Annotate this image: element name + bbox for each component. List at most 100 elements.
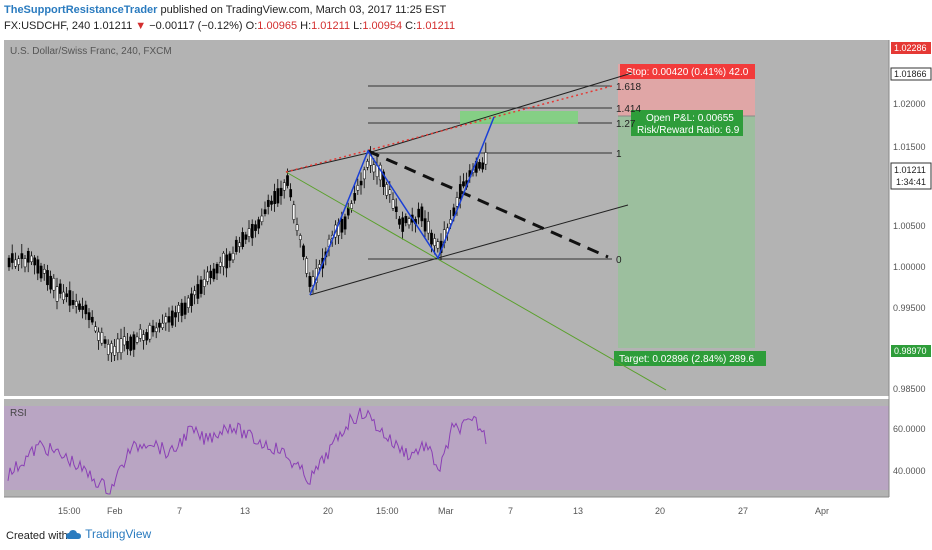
change-value: −0.00117 (−0.12%) xyxy=(149,20,243,32)
candle-body xyxy=(401,217,405,232)
candle-body xyxy=(273,191,277,204)
tradingview-logo[interactable]: TradingView xyxy=(66,527,151,541)
price-axis[interactable] xyxy=(889,40,932,497)
candle-body xyxy=(177,305,181,313)
channel-top-start[interactable] xyxy=(285,152,369,173)
target-label-text: Target: 0.02896 (2.84%) 289.6 xyxy=(619,354,755,365)
candle-body xyxy=(113,346,117,356)
candle-body xyxy=(241,232,245,247)
low-label: L: xyxy=(353,20,363,32)
candle-body xyxy=(353,193,357,201)
candle-body xyxy=(39,265,43,279)
time-tick-label: 13 xyxy=(573,506,583,516)
candle-body xyxy=(279,187,283,197)
candle-body xyxy=(55,286,59,302)
channel-lower-line-a[interactable] xyxy=(309,257,439,296)
fib-label: 0 xyxy=(616,255,622,266)
time-tick-label: 15:00 xyxy=(376,506,399,516)
candle-body xyxy=(247,228,251,237)
time-tick-label: Mar xyxy=(438,506,454,516)
red-dotted-line[interactable] xyxy=(285,85,613,173)
created-with-text: Created with xyxy=(6,530,68,542)
candle-body xyxy=(289,189,293,198)
candle-body xyxy=(254,224,257,231)
tradingview-brand: TradingView xyxy=(85,527,152,541)
candle-body xyxy=(26,250,30,263)
candle-body xyxy=(58,283,62,294)
chart-svg[interactable]: 1.02000 1.01500 1.00500 1.00000 0.99500 … xyxy=(0,38,932,520)
green-trend-line[interactable] xyxy=(285,171,667,391)
candle-body xyxy=(302,245,305,257)
candle-body xyxy=(142,334,145,341)
candle-body xyxy=(17,258,21,265)
target-label-badge xyxy=(614,351,766,366)
low-value: 1.00954 xyxy=(362,20,403,32)
symbol-label[interactable]: FX:USDCHF, 240 xyxy=(4,20,91,32)
rsi-band xyxy=(4,406,889,490)
candle-body xyxy=(292,204,296,220)
time-tick-label: 27 xyxy=(738,506,748,516)
candle-body xyxy=(455,197,459,207)
current-price-badge xyxy=(890,67,932,81)
candle-body xyxy=(343,216,347,230)
candle-body xyxy=(81,306,85,310)
instrument-label: U.S. Dollar/Swiss Franc, 240, FXCM xyxy=(10,46,172,57)
highlight-zone[interactable] xyxy=(460,111,578,124)
candle-body xyxy=(7,257,11,268)
close-value: 1.01211 xyxy=(416,20,456,32)
current-price-text: 1.01866 xyxy=(894,69,927,79)
candle-body xyxy=(71,300,75,306)
candle-body xyxy=(186,297,190,308)
chart-area[interactable]: 1.02000 1.01500 1.00500 1.00000 0.99500 … xyxy=(0,38,932,520)
channel-upper-line[interactable] xyxy=(367,72,633,154)
time-tick-label: Apr xyxy=(815,506,829,516)
candle-body xyxy=(286,175,289,186)
price-tick-labels: 1.02000 1.01500 1.00500 1.00000 0.99500 … xyxy=(893,99,926,476)
time-tick-labels: 15:00 Feb 7 13 20 15:00 Mar 7 13 20 27 A… xyxy=(58,506,829,516)
blue-zigzag[interactable] xyxy=(309,116,495,296)
author-link[interactable]: TheSupportResistanceTrader xyxy=(4,4,158,16)
chart-header: TheSupportResistanceTrader published on … xyxy=(0,0,932,37)
candlesticks[interactable] xyxy=(7,142,488,363)
last-price-text: 1.01211 xyxy=(894,165,926,175)
fib-label: 1.414 xyxy=(616,104,641,115)
candle-body xyxy=(340,219,344,233)
candle-body xyxy=(215,263,219,274)
time-axis[interactable] xyxy=(4,497,932,519)
candle-body xyxy=(103,339,107,344)
candle-body xyxy=(170,310,174,326)
candle-body xyxy=(68,290,72,306)
candle-body xyxy=(145,332,149,341)
candle-body xyxy=(180,302,184,316)
price-tick-label: 0.99500 xyxy=(893,303,926,313)
fib-label: 1 xyxy=(616,149,622,160)
target-zone[interactable] xyxy=(618,116,755,348)
fib-labels: 1.618 1.414 1.27 1 0 xyxy=(616,82,641,266)
candle-body xyxy=(234,239,238,252)
candle-body xyxy=(193,290,197,296)
candle-body xyxy=(116,338,120,353)
candle-body xyxy=(481,162,485,170)
candle-body xyxy=(372,164,376,173)
candle-body xyxy=(238,242,241,247)
candle-body xyxy=(478,162,481,169)
stop-label-badge xyxy=(620,64,755,79)
channel-lower-line-b[interactable] xyxy=(437,204,629,259)
open-value: 1.00965 xyxy=(257,20,298,32)
dashed-trend-line[interactable] xyxy=(367,149,609,259)
candle-body xyxy=(87,312,91,321)
candle-body xyxy=(350,203,353,209)
candle-body xyxy=(298,235,302,240)
time-tick-label: 7 xyxy=(177,506,182,516)
rsi-tick-label: 60.0000 xyxy=(893,424,926,434)
stop-price-text: 1.02286 xyxy=(894,43,927,53)
candle-body xyxy=(94,326,97,332)
footer: Created with TradingView xyxy=(0,522,932,550)
candle-body xyxy=(388,189,392,195)
candle-body xyxy=(183,302,187,315)
candle-body xyxy=(199,279,203,294)
candle-body xyxy=(62,291,65,301)
candle-body xyxy=(426,221,430,234)
candle-body xyxy=(106,344,110,355)
candle-body xyxy=(356,185,360,191)
